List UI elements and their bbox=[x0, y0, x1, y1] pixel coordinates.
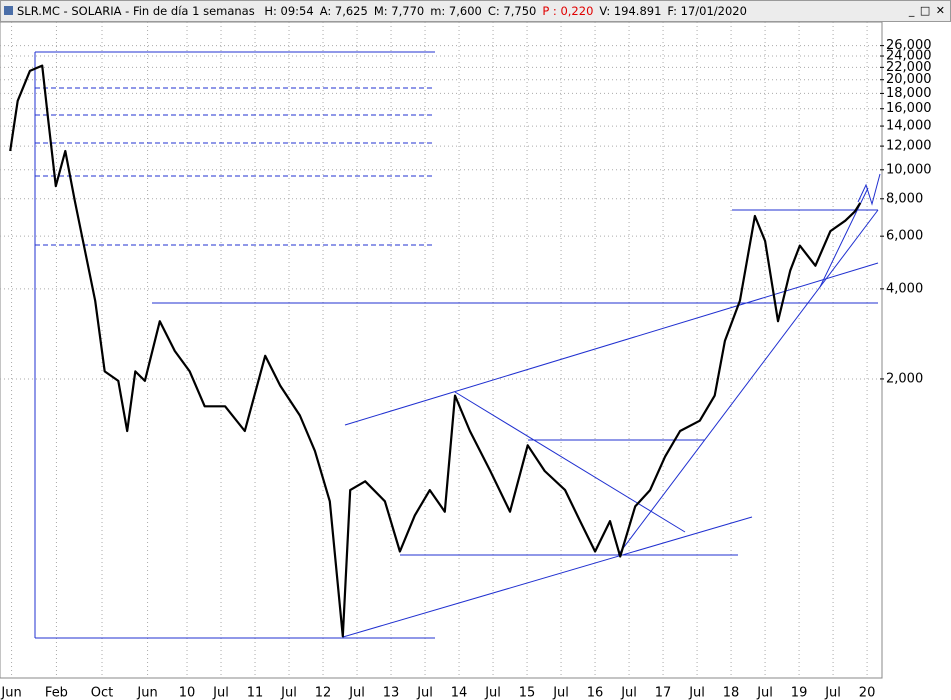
x-tick-label: Jul bbox=[620, 686, 637, 700]
trend-line bbox=[454, 391, 686, 533]
y-tick-label: 12,000 bbox=[886, 139, 932, 154]
stat: A: 7,625 bbox=[319, 4, 368, 18]
x-tick-label: 16 bbox=[587, 686, 604, 700]
drawings bbox=[34, 51, 881, 639]
x-tick-label: Jul bbox=[484, 686, 501, 700]
x-tick-label: 14 bbox=[451, 686, 468, 700]
y-tick-label: 6,000 bbox=[886, 229, 923, 244]
x-tick-label: Jul bbox=[212, 686, 229, 700]
stat: F: 17/01/2020 bbox=[667, 4, 747, 18]
x-tick-label: Jul bbox=[416, 686, 433, 700]
x-tick-label: Jul bbox=[552, 686, 569, 700]
price-line bbox=[9, 64, 862, 638]
x-tick-label: Jul bbox=[688, 686, 705, 700]
series bbox=[9, 64, 862, 638]
x-tick-label: Jul bbox=[756, 686, 773, 700]
y-tick-label: 20,000 bbox=[886, 72, 932, 87]
stats: H: 09:54 A: 7,625 M: 7,770 m: 7,600 C: 7,750… bbox=[264, 4, 753, 18]
x-tick-label: Jul bbox=[348, 686, 365, 700]
x-tick-label: Oct bbox=[91, 686, 113, 700]
stat: H: 09:54 bbox=[264, 4, 314, 18]
x-tick-label: Jul bbox=[824, 686, 841, 700]
y-tick-label: 22,000 bbox=[886, 60, 932, 75]
stat: m: 7,600 bbox=[430, 4, 482, 18]
x-tick-label: Feb bbox=[45, 686, 68, 700]
stat: P : 0,220 bbox=[542, 4, 594, 18]
projection bbox=[857, 173, 881, 206]
x-tick-label: Jul bbox=[280, 686, 297, 700]
x-tick-label: 13 bbox=[383, 686, 400, 700]
y-tick-label: 14,000 bbox=[886, 119, 932, 134]
chart-title: SLR.MC - SOLARIA - Fin de día 1 semanas bbox=[17, 4, 255, 18]
x-tick-label: 17 bbox=[655, 686, 672, 700]
y-tick-label: 26,000 bbox=[886, 38, 932, 53]
y-tick-label: 10,000 bbox=[886, 162, 932, 177]
trend-line bbox=[342, 516, 753, 638]
x-tick-label: 18 bbox=[723, 686, 740, 700]
stat: V: 194.891 bbox=[599, 4, 662, 18]
x-tick-label: 19 bbox=[791, 686, 808, 700]
x-tick-label: 11 bbox=[247, 686, 264, 700]
stat: M: 7,770 bbox=[373, 4, 425, 18]
stat: C: 7,750 bbox=[487, 4, 537, 18]
window-icon bbox=[4, 6, 13, 15]
trend-line bbox=[617, 209, 879, 556]
x-tick-label: Jun bbox=[0, 686, 21, 700]
x-tick-label: 20 bbox=[859, 686, 876, 700]
y-tick-label: 16,000 bbox=[886, 101, 932, 116]
x-tick-label: Jun bbox=[136, 686, 157, 700]
x-tick-label: 10 bbox=[179, 686, 196, 700]
trend-line bbox=[344, 262, 879, 426]
x-tick-label: 12 bbox=[315, 686, 332, 700]
y-tick-label: 2,000 bbox=[886, 371, 923, 386]
y-tick-label: 8,000 bbox=[886, 191, 923, 206]
window-buttons[interactable]: _ □ ✕ bbox=[908, 4, 946, 17]
plot-frame bbox=[0, 22, 883, 679]
y-tick-label: 24,000 bbox=[886, 49, 932, 64]
y-tick-label: 18,000 bbox=[886, 86, 932, 101]
x-tick-label: 15 bbox=[519, 686, 536, 700]
title-bar: SLR.MC - SOLARIA - Fin de día 1 semanas … bbox=[0, 0, 951, 22]
y-tick-label: 4,000 bbox=[886, 281, 923, 296]
